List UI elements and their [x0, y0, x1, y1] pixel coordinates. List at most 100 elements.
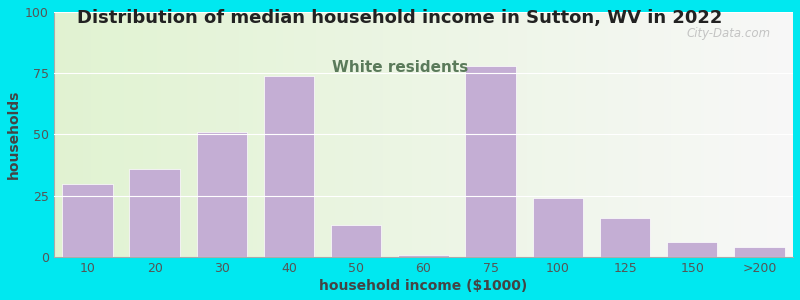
Bar: [653, 0, 656, 257]
Bar: [94, 0, 98, 257]
Bar: [738, 0, 742, 257]
Bar: [354, 0, 357, 257]
Bar: [482, 0, 486, 257]
Bar: [246, 0, 250, 257]
Bar: [224, 0, 227, 257]
Bar: [379, 0, 382, 257]
Bar: [135, 0, 139, 257]
Bar: [533, 198, 583, 257]
Bar: [527, 0, 530, 257]
Bar: [187, 0, 190, 257]
Bar: [608, 0, 612, 257]
Bar: [734, 247, 785, 257]
Bar: [468, 0, 471, 257]
Bar: [142, 0, 146, 257]
Bar: [416, 0, 420, 257]
Bar: [313, 0, 316, 257]
Bar: [701, 0, 704, 257]
Bar: [206, 0, 209, 257]
Bar: [146, 0, 150, 257]
Bar: [382, 0, 386, 257]
Bar: [65, 0, 69, 257]
Bar: [213, 0, 217, 257]
Bar: [305, 0, 309, 257]
Bar: [479, 0, 482, 257]
Bar: [634, 0, 638, 257]
Bar: [324, 0, 327, 257]
Bar: [242, 0, 246, 257]
Bar: [420, 0, 423, 257]
Bar: [523, 0, 527, 257]
Bar: [763, 0, 767, 257]
Bar: [76, 0, 80, 257]
Bar: [760, 0, 763, 257]
Bar: [268, 0, 272, 257]
Bar: [678, 0, 682, 257]
Bar: [272, 0, 276, 257]
Bar: [423, 0, 427, 257]
Bar: [294, 0, 298, 257]
Bar: [139, 0, 142, 257]
Bar: [446, 0, 450, 257]
Bar: [372, 0, 375, 257]
Bar: [660, 0, 664, 257]
Bar: [298, 0, 302, 257]
Bar: [534, 0, 538, 257]
Bar: [442, 0, 446, 257]
Bar: [542, 0, 546, 257]
Bar: [715, 0, 719, 257]
Bar: [450, 0, 453, 257]
Bar: [405, 0, 409, 257]
Bar: [464, 0, 468, 257]
Bar: [694, 0, 697, 257]
Bar: [265, 0, 268, 257]
Bar: [575, 0, 578, 257]
Text: City-Data.com: City-Data.com: [686, 27, 771, 40]
Bar: [726, 0, 730, 257]
Bar: [638, 0, 642, 257]
Bar: [774, 0, 778, 257]
Bar: [91, 0, 94, 257]
Bar: [664, 0, 667, 257]
Bar: [58, 0, 62, 257]
Bar: [106, 0, 110, 257]
Bar: [120, 0, 124, 257]
Bar: [578, 0, 582, 257]
Bar: [283, 0, 286, 257]
Bar: [261, 0, 265, 257]
Bar: [567, 0, 571, 257]
Bar: [409, 0, 412, 257]
Bar: [124, 0, 128, 257]
Bar: [767, 0, 771, 257]
Bar: [461, 0, 464, 257]
Bar: [582, 0, 586, 257]
Bar: [656, 0, 660, 257]
Bar: [630, 0, 634, 257]
Bar: [519, 0, 523, 257]
Bar: [671, 0, 674, 257]
Bar: [72, 0, 76, 257]
Bar: [501, 0, 505, 257]
Bar: [434, 0, 438, 257]
Bar: [674, 0, 678, 257]
Bar: [198, 0, 202, 257]
Bar: [471, 0, 475, 257]
Bar: [290, 0, 294, 257]
Bar: [54, 0, 58, 257]
Bar: [667, 0, 671, 257]
Bar: [334, 0, 338, 257]
Bar: [83, 0, 87, 257]
Bar: [586, 0, 590, 257]
Bar: [176, 0, 179, 257]
Bar: [364, 0, 368, 257]
Bar: [342, 0, 346, 257]
Bar: [394, 0, 398, 257]
Bar: [102, 0, 106, 257]
Bar: [516, 0, 519, 257]
Bar: [217, 0, 220, 257]
Bar: [286, 0, 290, 257]
Y-axis label: households: households: [7, 90, 21, 179]
Bar: [427, 0, 431, 257]
Bar: [113, 0, 117, 257]
Bar: [475, 0, 479, 257]
